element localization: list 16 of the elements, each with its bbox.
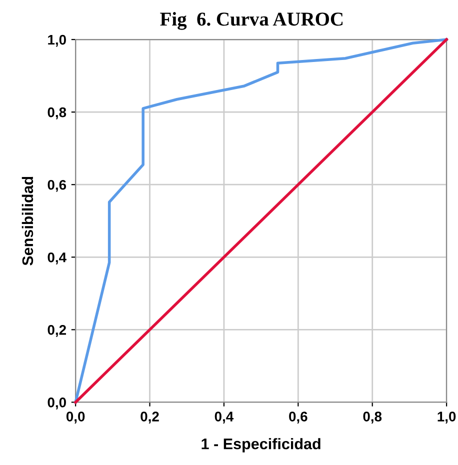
chart-title: Fig 6. Curva AUROC xyxy=(160,12,343,30)
y-tick-label: 0,2 xyxy=(48,325,66,337)
y-tick-label: 0,6 xyxy=(48,180,66,192)
y-tick-label: 1,0 xyxy=(48,34,66,47)
x-tick-label: 1,0 xyxy=(438,412,456,424)
x-axis-title: 1 - Especificidad xyxy=(202,438,320,452)
y-axis-title: Sensibilidad xyxy=(22,176,34,266)
x-tick-label: 0,0 xyxy=(66,412,85,424)
x-tick-label: 0,4 xyxy=(214,412,234,424)
y-tick-label: 0,8 xyxy=(48,107,66,120)
y-tick-label: 0,4 xyxy=(48,252,66,264)
x-tick-label: 0,6 xyxy=(289,412,308,424)
line-series xyxy=(74,38,448,404)
y-tick-label: 0,0 xyxy=(48,398,66,410)
x-tick-label: 0,2 xyxy=(140,412,159,424)
x-tick-label: 0,8 xyxy=(363,412,382,424)
